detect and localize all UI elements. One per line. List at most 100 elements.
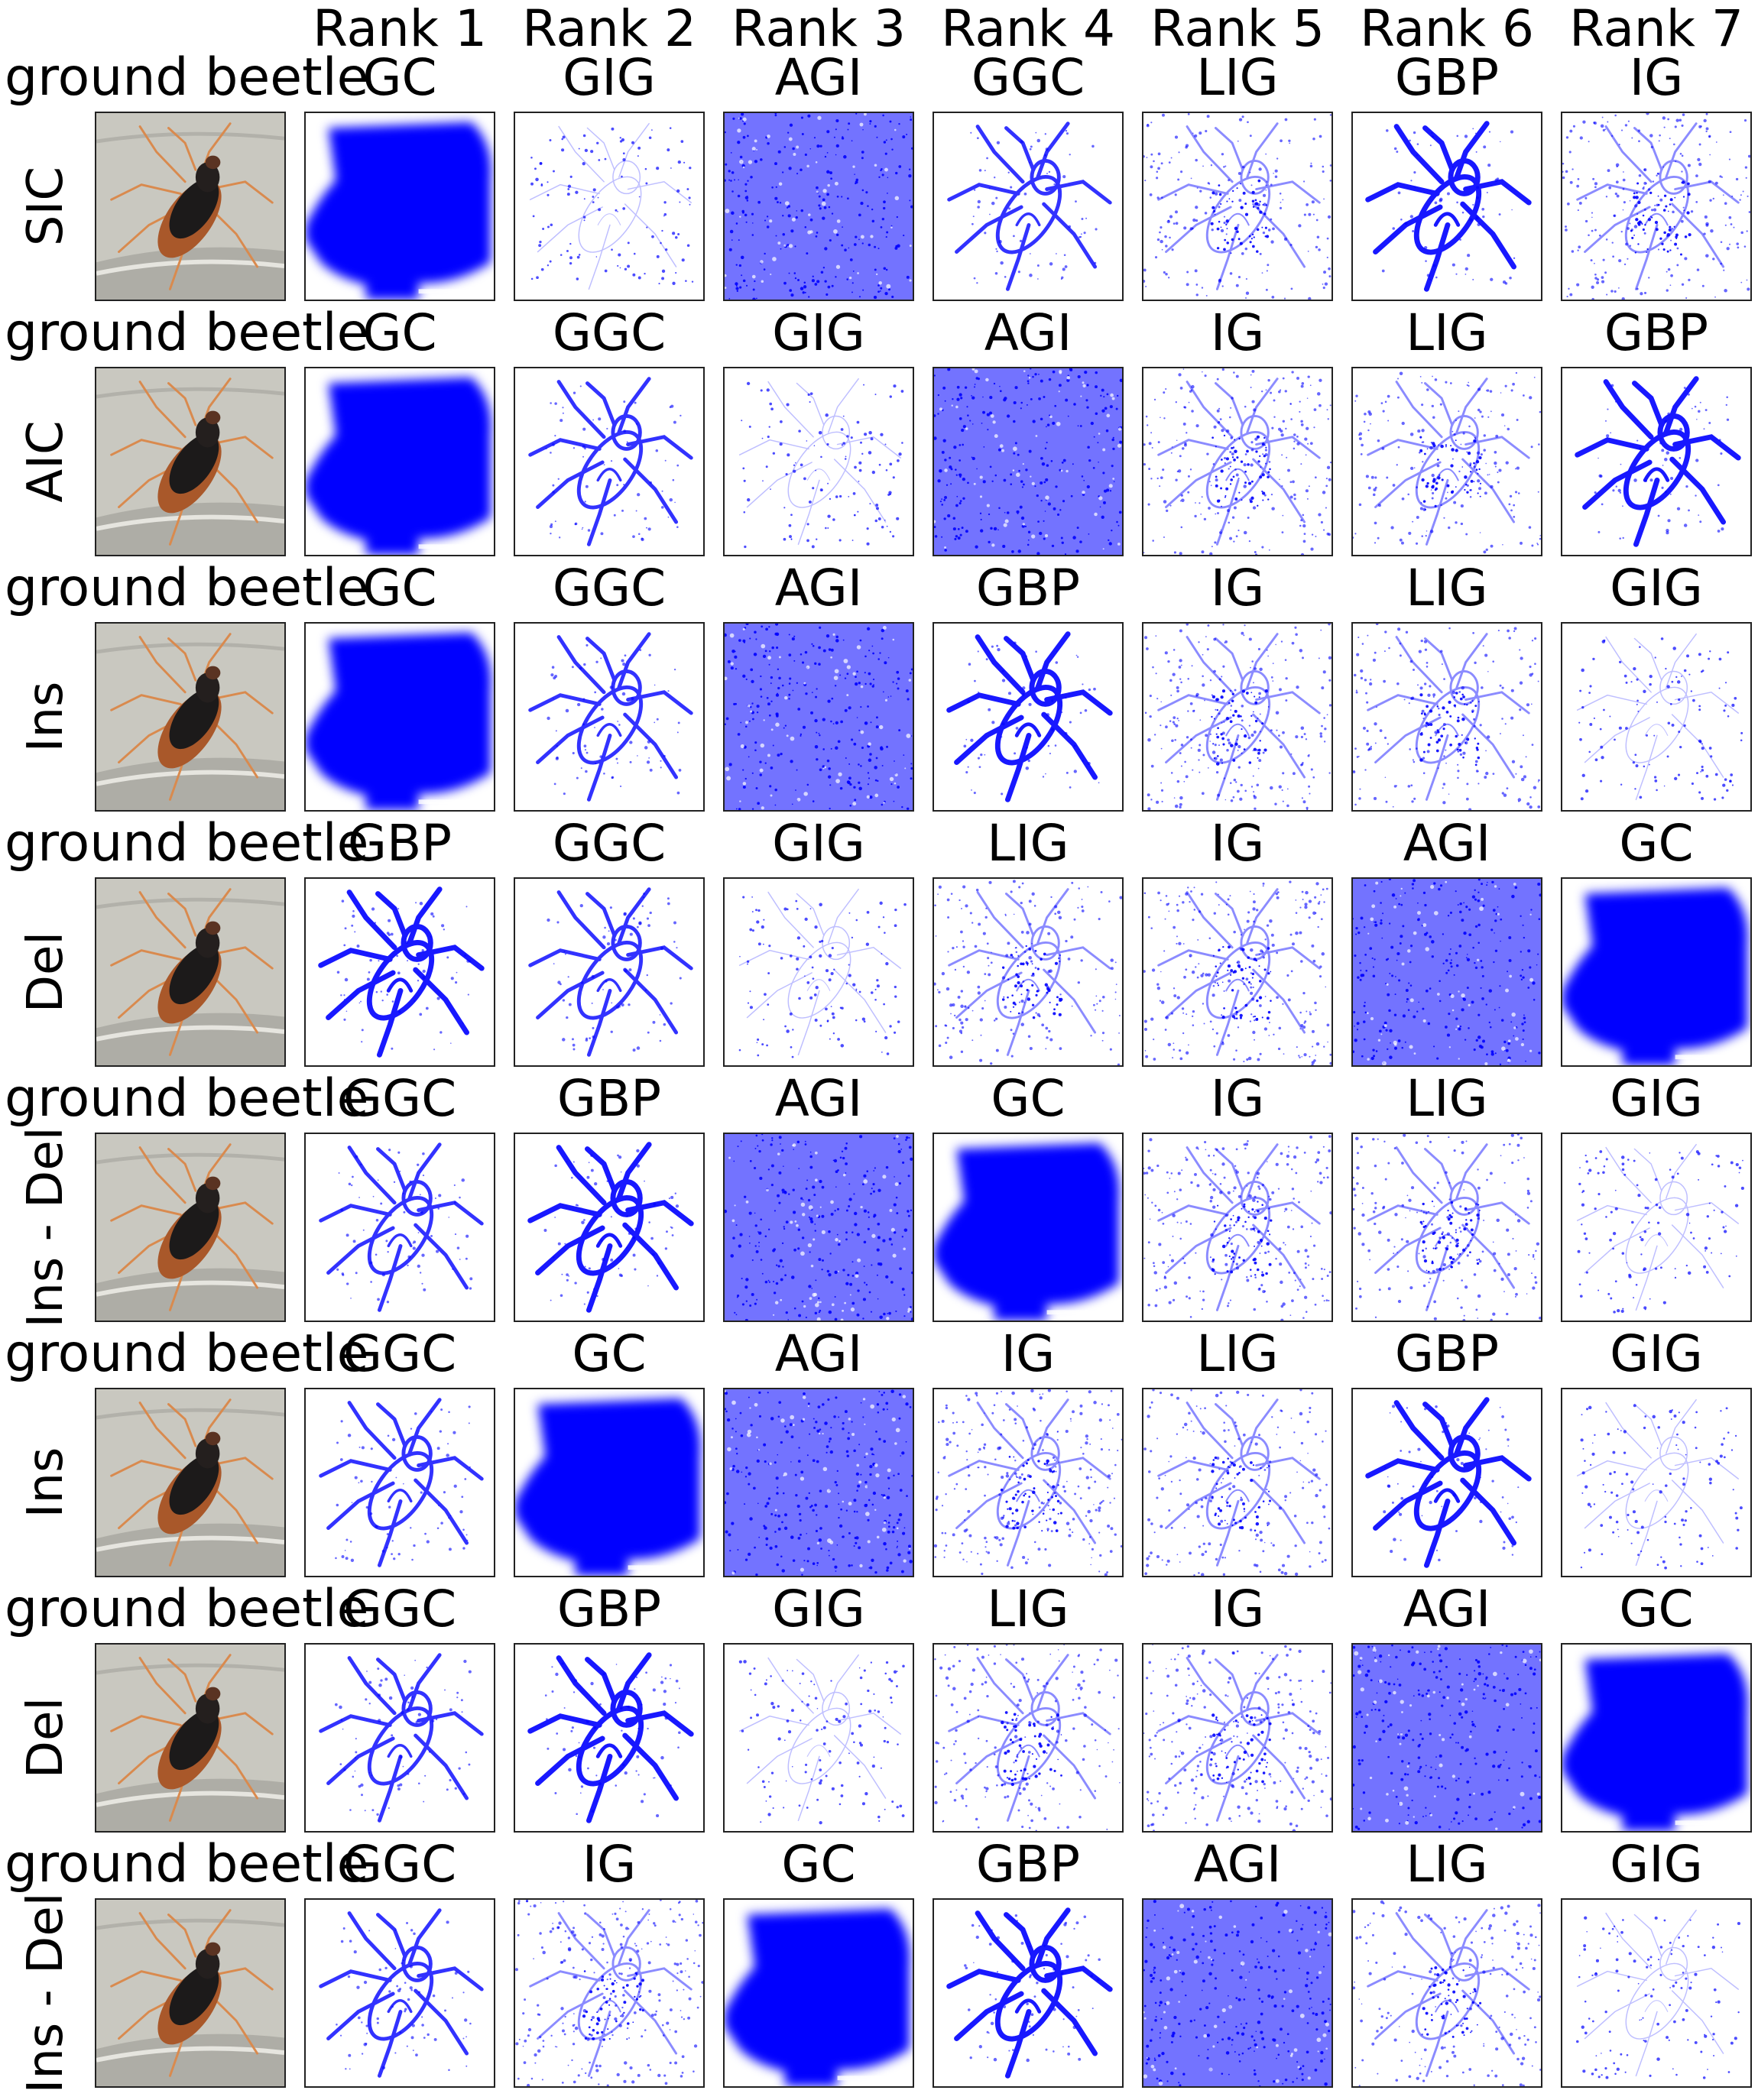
row-metric-text: SIC [18, 166, 74, 247]
method-label: AGI [1403, 1580, 1491, 1638]
saliency-heatmap [934, 1900, 1122, 2086]
original-image [95, 112, 286, 301]
method-label: GGC [552, 559, 667, 617]
method-label: GGC [342, 1835, 457, 1894]
method-label: AGI [774, 1324, 863, 1383]
method-label: GIG [1610, 559, 1703, 617]
saliency-heatmap [1353, 113, 1541, 300]
saliency-map-ggc [304, 1133, 495, 1322]
method-label: GBP [1394, 48, 1500, 107]
method-label: LIG [1406, 1835, 1488, 1894]
method-label: GC [362, 303, 437, 362]
row-metric-text: Ins - Del [18, 1126, 74, 1328]
method-label: GC [781, 1835, 856, 1894]
saliency-map-ig [514, 1898, 705, 2088]
row-metric-text: Ins [18, 681, 74, 753]
saliency-heatmap [1143, 1134, 1331, 1321]
method-label: GC [1619, 1580, 1694, 1638]
saliency-map-gbp [933, 1898, 1124, 2088]
saliency-map-gig [723, 877, 914, 1067]
method-label: GIG [563, 48, 656, 107]
saliency-heatmap [1143, 1389, 1331, 1576]
saliency-map-ggc [514, 877, 705, 1067]
method-label: GBP [1394, 1324, 1500, 1383]
saliency-map-gig [1561, 1388, 1752, 1577]
saliency-heatmap [725, 879, 913, 1065]
method-label: GBP [556, 1580, 662, 1638]
saliency-map-agi [723, 1388, 914, 1577]
saliency-map-lig [933, 1643, 1124, 1833]
saliency-heatmap [725, 368, 913, 555]
saliency-map-gc [304, 622, 495, 812]
beetle-photo [96, 368, 284, 555]
method-label: GBP [975, 1835, 1081, 1894]
saliency-heatmap [1143, 368, 1331, 555]
saliency-map-gc [304, 112, 495, 301]
saliency-heatmap [306, 368, 494, 555]
saliency-heatmap [515, 1389, 703, 1576]
method-label: IG [1210, 1069, 1265, 1128]
saliency-heatmap [515, 368, 703, 555]
method-label: AGI [1403, 814, 1491, 873]
method-label: GIG [772, 303, 865, 362]
saliency-heatmap [725, 1645, 913, 1831]
saliency-heatmap [1143, 1900, 1331, 2086]
method-label: GBP [347, 814, 452, 873]
method-label: LIG [1406, 559, 1488, 617]
method-label: IG [1210, 1580, 1265, 1638]
method-label: AGI [1193, 1835, 1282, 1894]
saliency-map-ggc [304, 1898, 495, 2088]
row-class-label: ground beetle [5, 47, 369, 108]
beetle-photo [96, 113, 284, 300]
saliency-map-agi [1142, 1898, 1333, 2088]
saliency-heatmap [725, 624, 913, 810]
original-image [95, 877, 286, 1067]
saliency-heatmap [515, 1645, 703, 1831]
saliency-map-ggc [514, 367, 705, 556]
method-label: GGC [971, 48, 1085, 107]
saliency-map-agi [723, 1133, 914, 1322]
saliency-heatmap [934, 1645, 1122, 1831]
saliency-map-ig [1142, 1643, 1333, 1833]
saliency-heatmap [1353, 368, 1541, 555]
rank-header-2: Rank 2 [522, 0, 696, 58]
saliency-heatmap [1562, 624, 1750, 810]
method-label: GBP [1604, 303, 1709, 362]
saliency-map-ig [1142, 367, 1333, 556]
saliency-map-gbp [514, 1133, 705, 1322]
beetle-photo [96, 624, 284, 810]
method-label: GC [362, 48, 437, 107]
saliency-heatmap [306, 624, 494, 810]
saliency-heatmap [515, 1900, 703, 2086]
method-label: AGI [774, 48, 863, 107]
saliency-heatmap [1562, 1134, 1750, 1321]
saliency-heatmap [1143, 879, 1331, 1065]
saliency-heatmap [306, 1389, 494, 1576]
saliency-heatmap [306, 113, 494, 300]
saliency-map-lig [1351, 622, 1542, 812]
saliency-heatmap [515, 113, 703, 300]
saliency-heatmap [306, 1645, 494, 1831]
saliency-map-agi [1351, 1643, 1542, 1833]
saliency-map-ggc [304, 1643, 495, 1833]
row-metric-text: Ins - Del [18, 1892, 74, 2094]
method-label: GGC [342, 1069, 457, 1128]
saliency-map-gig [1561, 1133, 1752, 1322]
saliency-map-lig [1142, 1388, 1333, 1577]
saliency-heatmap [1562, 1645, 1750, 1831]
beetle-photo [96, 1645, 284, 1831]
method-label: GIG [772, 1580, 865, 1638]
saliency-map-gig [1561, 1898, 1752, 2088]
saliency-heatmap [1353, 1134, 1541, 1321]
method-label: GGC [552, 814, 667, 873]
rank-header-6: Rank 6 [1360, 0, 1534, 58]
method-label: GC [572, 1324, 647, 1383]
saliency-map-agi [1351, 877, 1542, 1067]
rank-header-3: Rank 3 [731, 0, 906, 58]
original-image [95, 1388, 286, 1577]
saliency-heatmap [306, 1900, 494, 2086]
method-label: IG [1210, 814, 1265, 873]
method-label: GIG [1610, 1069, 1703, 1128]
saliency-heatmap [934, 368, 1122, 555]
